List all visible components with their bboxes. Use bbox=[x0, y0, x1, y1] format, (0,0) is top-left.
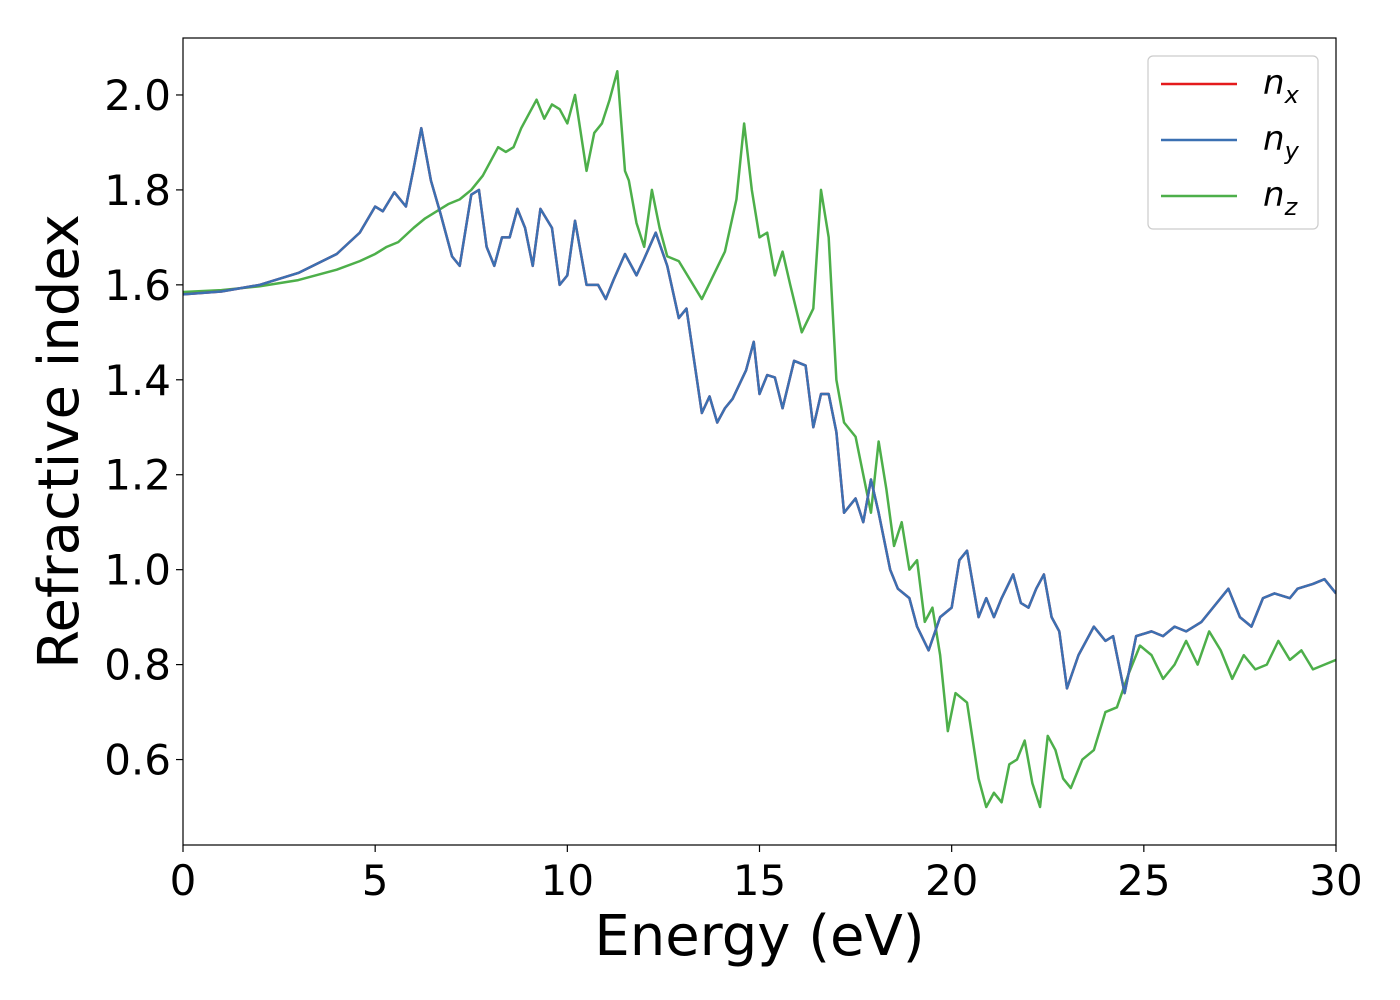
y-tick-label: 1.0 bbox=[104, 546, 171, 595]
x-tick-label: 15 bbox=[733, 856, 786, 905]
y-tick-label: 1.6 bbox=[104, 261, 171, 310]
y-tick-label: 0.6 bbox=[104, 736, 171, 785]
x-tick-label: 10 bbox=[541, 856, 594, 905]
legend-label-nx: nx bbox=[1263, 63, 1300, 109]
x-tick-label: 30 bbox=[1309, 856, 1362, 905]
legend-box bbox=[1147, 55, 1319, 230]
y-tick-label: 1.4 bbox=[104, 356, 171, 405]
legend-label-nz: nz bbox=[1263, 175, 1299, 221]
legend-label-ny: ny bbox=[1263, 119, 1300, 165]
x-axis-title: Energy (eV) bbox=[594, 904, 924, 969]
y-axis-title: Refractive index bbox=[27, 214, 92, 669]
series-layer bbox=[183, 69, 1336, 809]
y-tick-label: 2.0 bbox=[104, 71, 171, 120]
x-tick-label: 25 bbox=[1117, 856, 1170, 905]
y-axis-ticks: 0.6 0.8 1.0 1.2 1.4 1.6 1.8 2.0 bbox=[104, 71, 183, 785]
y-tick-label: 1.2 bbox=[104, 451, 171, 500]
series-line-ny bbox=[183, 126, 1336, 695]
y-tick-label: 0.8 bbox=[104, 641, 171, 690]
x-axis-ticks: 0 5 10 15 20 25 30 bbox=[170, 845, 1363, 905]
legend: nx ny nz bbox=[1147, 55, 1319, 230]
x-tick-label: 20 bbox=[925, 856, 978, 905]
x-tick-label: 0 bbox=[170, 856, 197, 905]
y-tick-label: 1.8 bbox=[104, 166, 171, 215]
x-tick-label: 5 bbox=[362, 856, 389, 905]
